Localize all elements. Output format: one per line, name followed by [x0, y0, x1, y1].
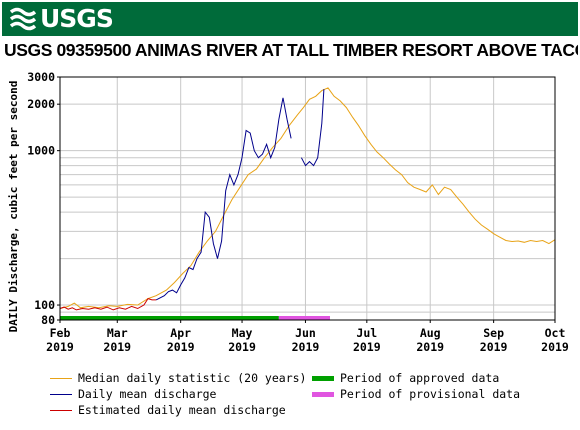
legend-estimated-swatch: [50, 409, 72, 411]
plot-frame: [59, 76, 556, 321]
x-tick-label-year: 2019: [46, 340, 74, 354]
series-line: [300, 89, 325, 167]
x-tick-label-year: 2019: [292, 340, 320, 354]
usgs-banner: USGS: [2, 2, 578, 36]
x-tick-label-year: 2019: [416, 340, 444, 354]
x-tick-label-month: Jul: [356, 326, 377, 340]
x-tick-label-month: Mar: [107, 326, 128, 340]
x-tick-label-year: 2019: [480, 340, 508, 354]
x-tick-label-month: Jun: [295, 326, 316, 340]
x-tick-label-year: 2019: [103, 340, 131, 354]
y-tick-label: 1000: [27, 144, 55, 158]
legend-median-label: Median daily statistic (20 years): [78, 371, 307, 385]
y-tick-label: 2000: [27, 97, 55, 111]
legend-approved-swatch: [312, 375, 334, 381]
x-tick-label-year: 2019: [228, 340, 256, 354]
legend-mean: Daily mean discharge: [50, 387, 216, 401]
period-bar: [278, 316, 330, 320]
x-tick-label-year: 2019: [167, 340, 195, 354]
legend-approved: Period of approved data: [312, 371, 499, 385]
legend-provisional-swatch: [312, 391, 334, 397]
legend-provisional: Period of provisional data: [312, 387, 520, 401]
legend-estimated-label: Estimated daily mean discharge: [78, 403, 286, 417]
legend-median: Median daily statistic (20 years): [50, 371, 306, 385]
series-line: [59, 298, 157, 311]
usgs-logo-text: USGS: [40, 4, 114, 33]
x-tick-label-year: 2019: [541, 340, 569, 354]
x-tick-label-month: Oct: [545, 326, 566, 340]
usgs-wave-icon: [10, 7, 36, 31]
y-tick-label: 80: [41, 313, 55, 327]
x-tick-label-month: May: [232, 326, 253, 340]
x-tick-label-month: Sep: [483, 326, 504, 340]
legend-provisional-label: Period of provisional data: [340, 387, 521, 401]
y-axis-label: DAILY Discharge, cubic feet per second: [7, 81, 20, 333]
y-tick-label: 100: [34, 298, 55, 312]
discharge-chart: 80100100020003000Feb2019Mar2019Apr2019Ma…: [7, 70, 569, 354]
x-tick-label-year: 2019: [353, 340, 381, 354]
period-bar: [60, 316, 279, 320]
legend-mean-swatch: [50, 393, 72, 395]
x-tick-label-month: Apr: [170, 326, 191, 340]
series-line: [155, 97, 292, 301]
legend-estimated: Estimated daily mean discharge: [50, 403, 286, 417]
usgs-logo: USGS: [10, 4, 114, 33]
x-tick-label-month: Feb: [50, 326, 71, 340]
series-line: [59, 87, 556, 309]
chart-title: USGS 09359500 ANIMAS RIVER AT TALL TIMBE…: [4, 40, 578, 60]
y-tick-label: 3000: [27, 70, 55, 84]
x-tick-label-month: Aug: [420, 326, 441, 340]
legend-median-swatch: [50, 377, 72, 379]
legend-approved-label: Period of approved data: [340, 371, 500, 385]
legend-mean-label: Daily mean discharge: [78, 387, 217, 401]
plot-area: [60, 77, 555, 320]
